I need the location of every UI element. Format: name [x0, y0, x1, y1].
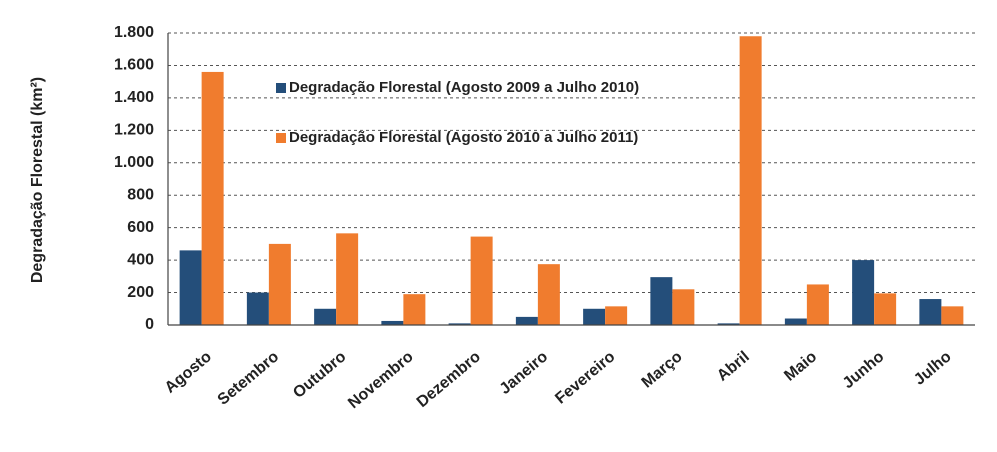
y-tick-label: 600: [127, 219, 154, 236]
bar: [201, 71, 224, 325]
bar: [381, 320, 404, 325]
bar: [919, 299, 942, 325]
x-tick-label: Dezembro: [414, 348, 484, 411]
x-tick-label: Fevereiro: [552, 348, 618, 407]
y-tick-label: 0: [145, 316, 154, 333]
x-tick-label: Novembro: [345, 348, 417, 412]
y-tick-label: 1.600: [114, 57, 154, 74]
bar: [852, 260, 875, 325]
bar: [515, 316, 538, 325]
y-tick-label: 400: [127, 251, 154, 268]
legend-label: Degradação Florestal (Agosto 2010 a Julh…: [289, 129, 638, 146]
bar: [179, 250, 202, 325]
y-tick-label: 1.200: [114, 122, 154, 139]
y-tick-label: 1.000: [114, 154, 154, 171]
y-tick-label: 800: [127, 186, 154, 203]
bar: [583, 308, 606, 325]
y-tick-label: 1.800: [114, 24, 154, 41]
bar: [650, 277, 673, 325]
bar: [268, 243, 291, 325]
bar: [246, 292, 269, 325]
x-tick-label: Janeiro: [497, 348, 552, 398]
bar: [470, 236, 493, 325]
bar: [605, 306, 628, 325]
bar: [874, 293, 897, 325]
bar: [314, 308, 337, 325]
legend-label: Degradação Florestal (Agosto 2009 a Julh…: [289, 79, 639, 96]
x-tick-label: Maio: [781, 348, 820, 385]
bar: [784, 318, 807, 325]
x-tick-label: Abril: [714, 348, 753, 384]
y-axis-label: Degradação Florestal (km²): [29, 77, 46, 283]
x-tick-label: Junho: [840, 348, 888, 392]
bar: [717, 323, 740, 325]
bar: [672, 289, 695, 325]
y-tick-label: 200: [127, 284, 154, 301]
legend-swatch: [276, 133, 286, 143]
bar: [448, 323, 471, 325]
legend-swatch: [276, 83, 286, 93]
x-tick-label: Outubro: [290, 348, 349, 402]
y-tick-label: 1.400: [114, 89, 154, 106]
x-tick-label: Julho: [911, 348, 955, 389]
x-tick-label: Março: [639, 348, 686, 391]
bar: [739, 36, 762, 325]
x-tick-label: Setembro: [215, 348, 283, 409]
bar: [941, 306, 964, 325]
bar: [403, 294, 426, 325]
bar: [537, 264, 560, 325]
bar: [336, 233, 359, 325]
x-tick-label: Agosto: [162, 348, 215, 397]
bar: [806, 284, 829, 325]
